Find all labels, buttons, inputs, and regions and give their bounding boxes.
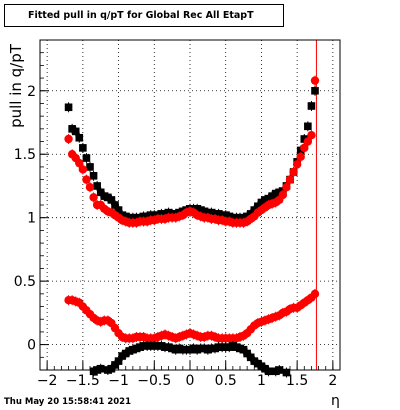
y-tick-label: 1.5 [14, 147, 36, 163]
y-tick-label: 0 [27, 338, 36, 354]
data-point [75, 158, 84, 168]
data-point [296, 152, 305, 161]
data-point [75, 133, 84, 142]
data-point [79, 144, 87, 152]
x-tick-label: 1.5 [286, 373, 308, 389]
data-point [96, 188, 105, 197]
data-point [278, 190, 288, 200]
data-point [300, 135, 309, 143]
y-tick-label: 0.5 [14, 274, 36, 290]
series-red-mean [64, 288, 320, 344]
data-point [246, 210, 255, 218]
data-point [307, 130, 316, 140]
data-point [307, 102, 316, 110]
x-tick-label: −2 [37, 373, 58, 389]
data-point [254, 202, 262, 211]
x-tick-label: 1 [257, 373, 266, 389]
data-point [111, 201, 119, 209]
y-tick-label: 2 [27, 84, 36, 100]
data-point [292, 160, 302, 169]
data-point [114, 206, 123, 214]
data-point [239, 345, 248, 354]
data-point [111, 361, 119, 369]
data-point [285, 175, 295, 184]
data-point [85, 183, 95, 192]
chart-title: Fitted pull in q/pT for Global Rec All E… [4, 4, 284, 27]
x-axis-label: η [331, 393, 340, 409]
timestamp-footer: Thu May 20 15:58:41 2021 [4, 397, 131, 407]
series-red-sigma [64, 75, 320, 228]
x-tick-label: 0 [186, 373, 195, 389]
data-point [82, 175, 91, 184]
data-point [282, 183, 291, 192]
data-point [64, 134, 73, 144]
data-point [289, 167, 298, 177]
data-point [107, 196, 116, 204]
data-point [71, 127, 80, 136]
data-point [310, 289, 320, 299]
x-tick-label: −1.5 [66, 373, 100, 389]
x-tick-label: −0.5 [137, 373, 171, 389]
data-series [64, 75, 320, 378]
x-tick-label: −1 [108, 373, 129, 389]
data-point [296, 146, 305, 155]
data-point [96, 364, 105, 373]
data-point [93, 182, 101, 190]
x-tick-label: 2 [328, 373, 337, 389]
data-point [82, 154, 91, 162]
data-point [303, 137, 313, 146]
data-point [250, 206, 259, 214]
axes: −2 −1.5 −1 −0.5 0 0.5 1 1.5 2 0 0.5 1 1.5 2 [14, 39, 341, 389]
data-point [89, 172, 98, 180]
data-point [243, 349, 251, 358]
data-point [282, 368, 291, 377]
data-point [300, 143, 309, 153]
data-point [246, 353, 255, 362]
y-axis-label: pull in q/pT [7, 44, 25, 128]
data-point [304, 122, 312, 131]
data-point [311, 86, 319, 95]
data-point [86, 163, 94, 171]
data-point [310, 76, 320, 85]
data-point [89, 193, 98, 202]
data-point [64, 103, 73, 112]
data-point [78, 165, 88, 174]
x-tick-label: 0.5 [215, 373, 237, 389]
y-tick-label: 1 [27, 211, 36, 227]
data-point [264, 367, 273, 376]
